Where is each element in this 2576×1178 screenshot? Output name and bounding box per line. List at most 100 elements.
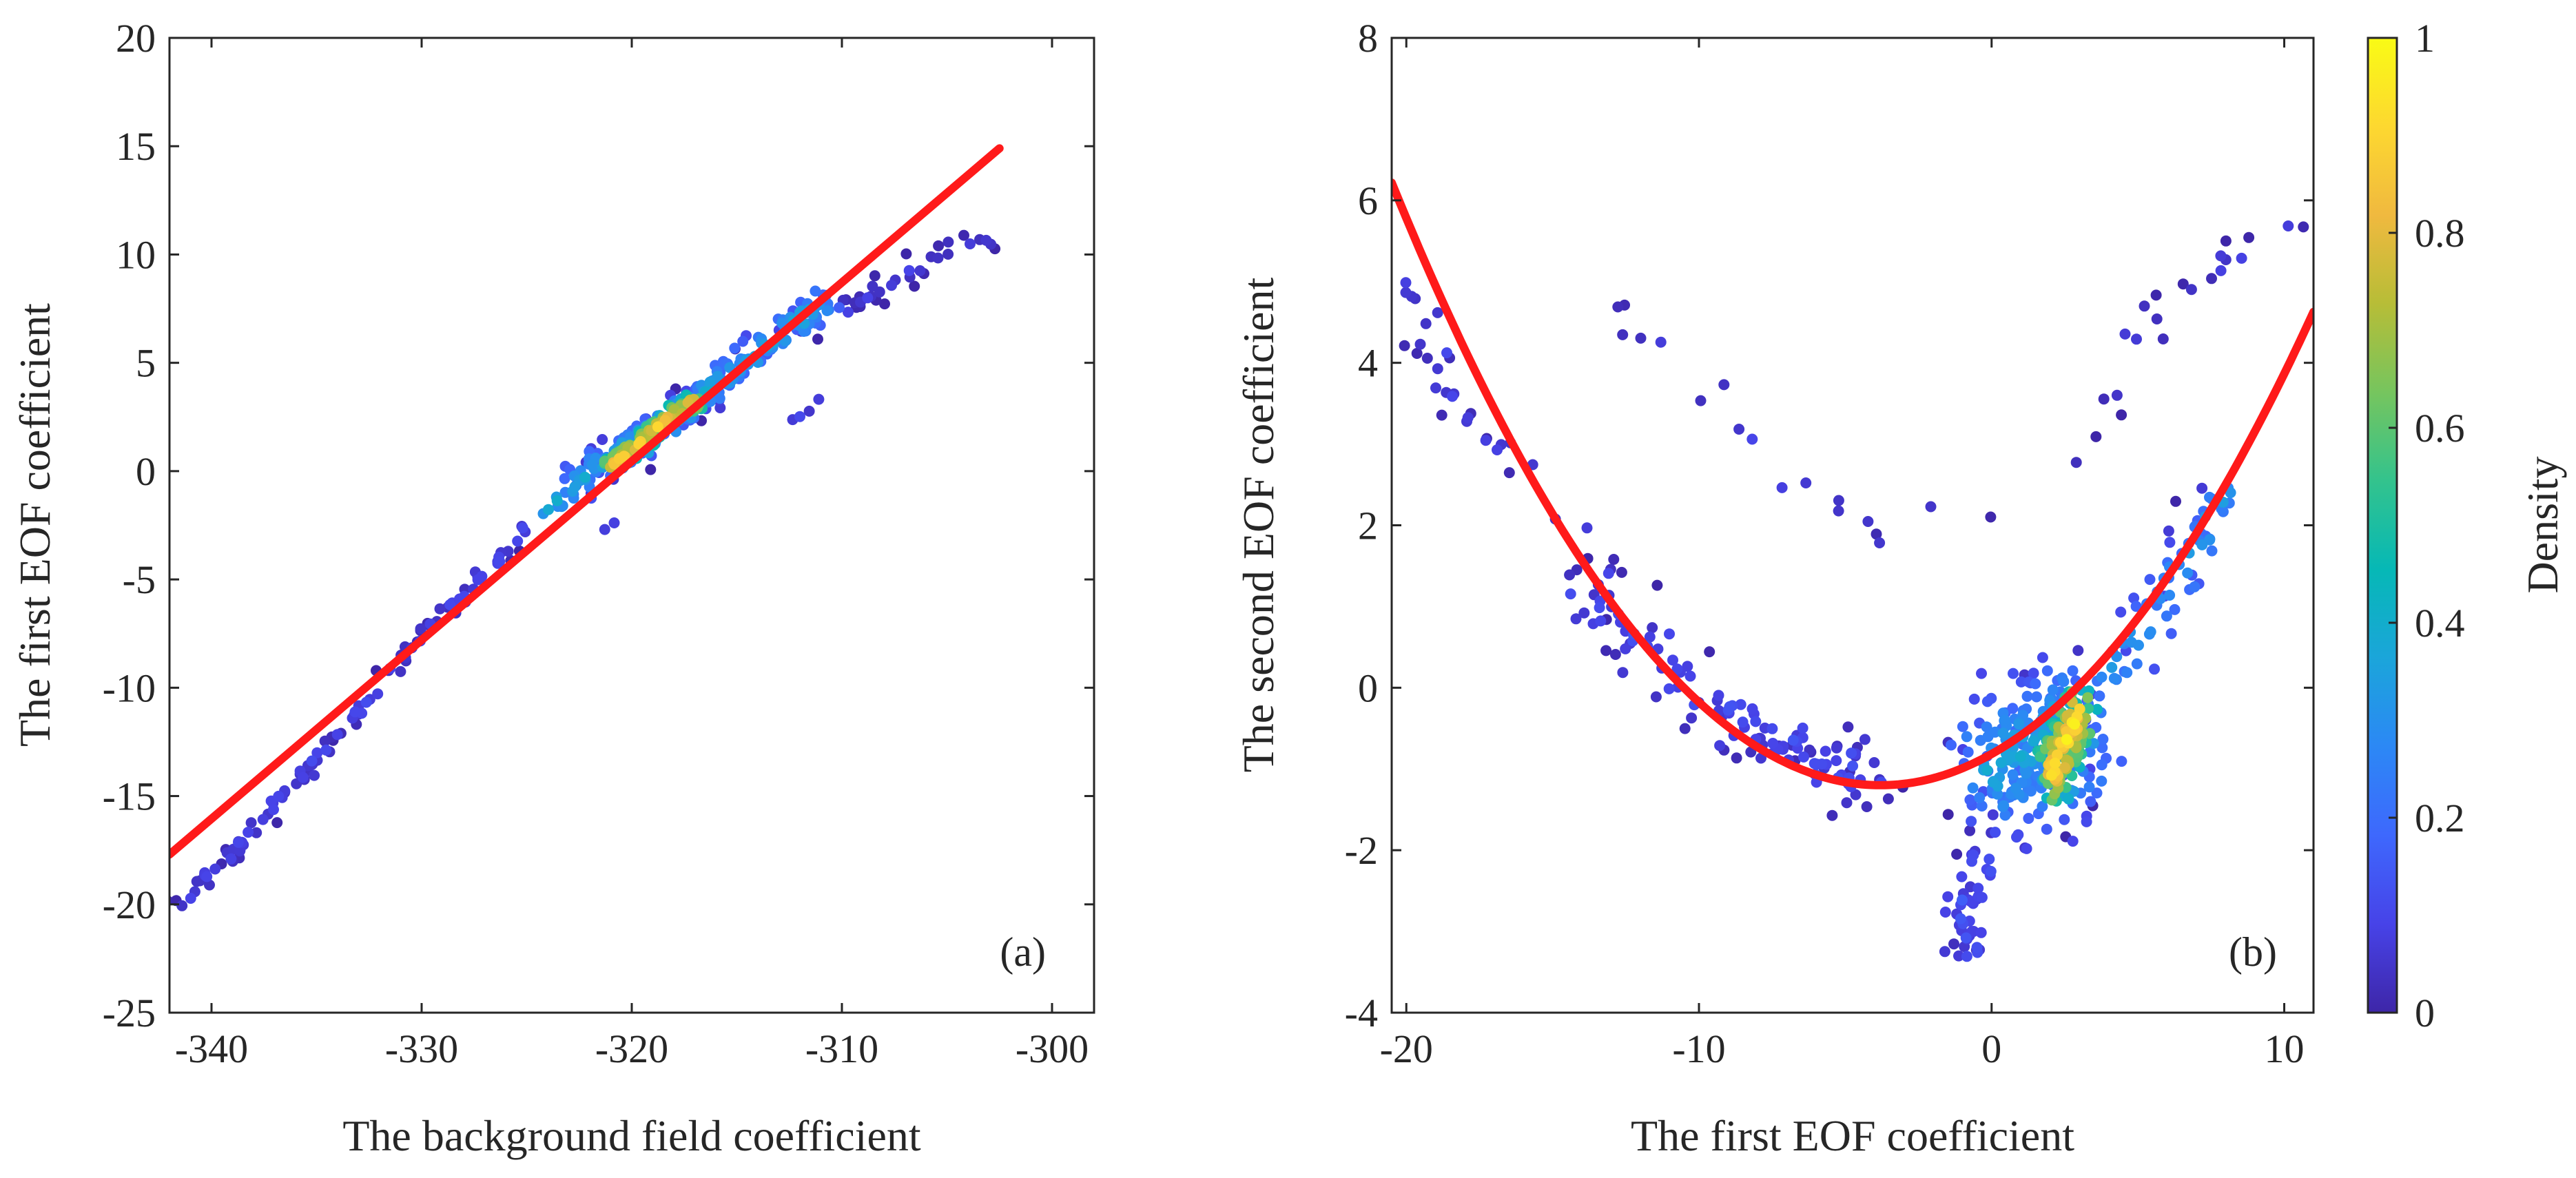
y-tick-label: 0 (136, 449, 156, 494)
scatter-point (1616, 566, 1627, 578)
scatter-point (1971, 942, 1983, 953)
scatter-point (1956, 871, 1968, 882)
y-tick-label: -5 (123, 557, 156, 602)
scatter-point (1975, 927, 1987, 938)
scatter-point (2015, 676, 2027, 688)
scatter-point (1609, 649, 1621, 660)
panel-tag-b: (b) (2229, 929, 2277, 975)
scatter-point (2189, 581, 2201, 592)
scatter-point (1667, 654, 1678, 666)
scatter-point (2236, 252, 2247, 264)
scatter-point (2206, 273, 2217, 285)
scatter-point (1965, 896, 1977, 907)
scatter-point (1966, 816, 1977, 827)
scatter-point (1684, 670, 1696, 682)
scatter-point (2119, 328, 2131, 340)
scatter-point (2090, 431, 2102, 442)
scatter-point (1850, 789, 1862, 800)
scatter-point (2115, 606, 2127, 618)
scatter-point (2061, 734, 2072, 745)
scatter-point (1820, 745, 1831, 757)
scatter-point (2145, 626, 2156, 638)
colorbar-gradient (2367, 37, 2398, 1014)
scatter-point (1620, 643, 1631, 654)
scatter-point (1955, 913, 1966, 924)
scatter-point (862, 292, 874, 304)
scatter-point (1972, 882, 1984, 894)
scatter-point (2030, 678, 2041, 690)
scatter-point (2011, 831, 2022, 843)
scatter-point (1868, 757, 1880, 768)
scatter-point (1414, 338, 1426, 350)
scatter-point (395, 665, 406, 677)
scatter-point (1859, 734, 1871, 745)
scatter-point (176, 900, 188, 911)
y-tick-label: 4 (1358, 341, 1378, 386)
scatter-point (813, 393, 825, 405)
scatter-point (2096, 742, 2108, 754)
scatter-point (2007, 703, 2019, 714)
scatter-point (2161, 610, 2172, 622)
scatter-point (2058, 676, 2070, 688)
colorbar-tick-label: 0.2 (2415, 796, 2465, 840)
scatter-point (1411, 348, 1423, 359)
scatter-point (1831, 742, 1842, 754)
y-tick-label: -2 (1345, 828, 1378, 873)
scatter-point (1983, 854, 1995, 865)
scatter-point (645, 464, 657, 475)
scatter-point (569, 481, 581, 493)
x-axis-label-b: The first EOF coefficient (1631, 1111, 2074, 1160)
scatter-point (2243, 231, 2255, 243)
scatter-point (1492, 444, 1503, 455)
scatter-point (2020, 767, 2032, 779)
scatter-point (1841, 797, 1853, 809)
scatter-point (1718, 379, 1730, 391)
scatter-point (1976, 800, 1988, 812)
scatter-point (633, 438, 645, 450)
scatter-point (1967, 782, 1979, 794)
scatter-point (1787, 734, 1799, 746)
scatter-point (1976, 891, 1988, 903)
scatter-point (1480, 435, 1492, 446)
scatter-point (2128, 592, 2140, 604)
panel-a: -340 -330 -320 -310 -300 -25 -20 -15 -10 -5 0 5 10 15… (10, 16, 1095, 1160)
scatter-point (2164, 537, 2176, 548)
x-tick-label: 0 (1981, 1026, 2001, 1071)
scatter-point (209, 863, 221, 875)
x-tick-label: -300 (1016, 1026, 1089, 1071)
scatter-point (2116, 756, 2127, 767)
scatter-point (2116, 409, 2127, 421)
scatter-point (2081, 816, 2092, 827)
scatter-point (1737, 716, 1749, 728)
scatter-point (1939, 946, 1950, 958)
scatter-point (2046, 769, 2057, 781)
scatter-point (1999, 714, 2010, 726)
scatter-point (2185, 284, 2197, 296)
y-tick-label: 15 (116, 124, 156, 169)
colorbar-tick-label: 0.6 (2415, 406, 2465, 451)
scatter-point (372, 688, 384, 700)
scatter-point (2196, 482, 2208, 494)
scatter-point (2206, 545, 2218, 557)
scatter-point (909, 280, 920, 292)
colorbar-tick-label: 0 (2415, 991, 2435, 1035)
scatter-point (2157, 333, 2169, 344)
scatter-point (2041, 665, 2053, 676)
scatter-point (1647, 622, 1658, 634)
y-axis-label-a: The first EOF coefficient (10, 303, 59, 747)
scatter-point (1992, 788, 2003, 800)
scatter-point (2150, 289, 2162, 301)
scatter-point (914, 265, 926, 276)
scatter-point (1800, 477, 1812, 488)
scatter-point (2121, 667, 2133, 679)
x-tick-label: -310 (805, 1026, 878, 1071)
scatter-point (1503, 467, 1515, 479)
scatter-point (1420, 318, 1432, 329)
scatter-point (2196, 539, 2208, 550)
scatter-point (1400, 287, 1412, 298)
x-axis-label-a: The background field coefficient (342, 1111, 921, 1160)
scatter-point (599, 524, 610, 535)
scatter-point (1874, 537, 1886, 548)
